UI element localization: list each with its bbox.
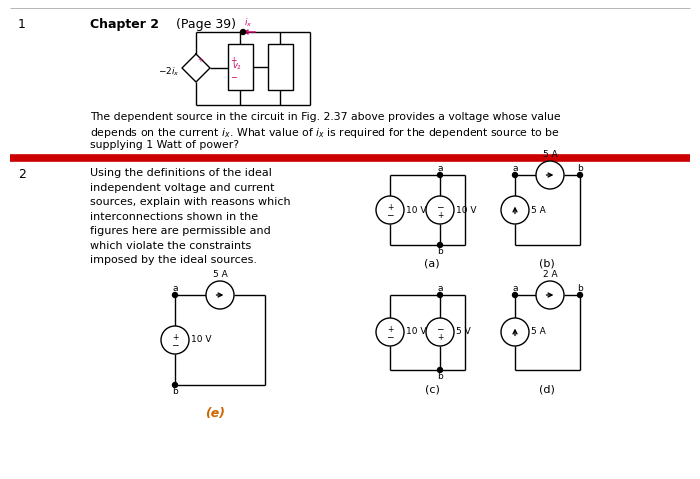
Text: a: a	[512, 164, 518, 173]
Text: $-2i_x$: $-2i_x$	[158, 66, 180, 78]
Text: 5 A: 5 A	[213, 270, 228, 279]
Text: b: b	[437, 247, 443, 256]
Text: imposed by the ideal sources.: imposed by the ideal sources.	[90, 255, 257, 265]
Text: figures here are permissible and: figures here are permissible and	[90, 226, 271, 236]
Text: 10 V: 10 V	[406, 328, 426, 337]
Text: b: b	[577, 284, 583, 293]
Text: (a): (a)	[424, 259, 440, 269]
Text: 2: 2	[18, 168, 26, 181]
Circle shape	[578, 293, 582, 297]
Text: independent voltage and current: independent voltage and current	[90, 182, 274, 193]
Text: −: −	[386, 210, 393, 219]
Text: 5 V: 5 V	[456, 328, 470, 337]
Text: (c): (c)	[425, 384, 440, 394]
Text: The dependent source in the circuit in Fig. 2.37 above provides a voltage whose : The dependent source in the circuit in F…	[90, 112, 561, 122]
Text: a: a	[438, 164, 442, 173]
Circle shape	[206, 281, 234, 309]
Text: +: +	[387, 203, 393, 212]
Circle shape	[501, 196, 529, 224]
Circle shape	[426, 196, 454, 224]
Text: b: b	[437, 372, 443, 381]
Circle shape	[512, 293, 517, 297]
Circle shape	[376, 318, 404, 346]
Circle shape	[578, 172, 582, 178]
Text: $i_x$: $i_x$	[244, 16, 252, 29]
Text: +: +	[197, 57, 203, 63]
Text: +: +	[437, 332, 443, 342]
Text: Chapter 2: Chapter 2	[90, 18, 159, 31]
Text: (d): (d)	[539, 384, 555, 394]
Text: which violate the constraints: which violate the constraints	[90, 240, 251, 251]
Text: 10 V: 10 V	[406, 205, 426, 215]
Text: a: a	[512, 284, 518, 293]
Text: −: −	[436, 324, 444, 333]
Text: 2 A: 2 A	[542, 270, 557, 279]
Circle shape	[438, 293, 442, 297]
Text: (e): (e)	[205, 407, 225, 420]
Circle shape	[512, 172, 517, 178]
Text: interconnections shown in the: interconnections shown in the	[90, 212, 258, 221]
Circle shape	[161, 326, 189, 354]
Circle shape	[536, 281, 564, 309]
Text: a: a	[172, 284, 178, 293]
Text: +: +	[230, 56, 237, 65]
Text: a: a	[438, 284, 442, 293]
Text: supplying 1 Watt of power?: supplying 1 Watt of power?	[90, 140, 239, 150]
Text: $v_2$: $v_2$	[232, 62, 242, 72]
Circle shape	[376, 196, 404, 224]
Text: (Page 39): (Page 39)	[172, 18, 236, 31]
Bar	[228, 44, 253, 90]
Text: Using the definitions of the ideal: Using the definitions of the ideal	[90, 168, 272, 178]
Text: 1: 1	[18, 18, 26, 31]
Circle shape	[241, 30, 246, 34]
Text: b: b	[172, 387, 178, 396]
Text: (b): (b)	[539, 259, 555, 269]
Text: 5 A: 5 A	[542, 150, 557, 159]
Circle shape	[172, 383, 178, 388]
Text: −: −	[386, 332, 393, 342]
Text: +: +	[172, 332, 178, 342]
Text: depends on the current $i_x$. What value of $i_x$ is required for the dependent : depends on the current $i_x$. What value…	[90, 126, 559, 140]
Circle shape	[536, 161, 564, 189]
Text: b: b	[577, 164, 583, 173]
Circle shape	[438, 242, 442, 248]
Circle shape	[438, 172, 442, 178]
Circle shape	[501, 318, 529, 346]
Circle shape	[172, 293, 178, 297]
Text: +: +	[437, 210, 443, 219]
Text: 10 V: 10 V	[456, 205, 477, 215]
Text: +: +	[387, 324, 393, 333]
Text: −: −	[436, 203, 444, 212]
Circle shape	[438, 367, 442, 373]
Text: 10 V: 10 V	[191, 335, 211, 344]
Text: sources, explain with reasons which: sources, explain with reasons which	[90, 197, 290, 207]
Text: −: −	[172, 341, 178, 350]
Bar	[268, 44, 293, 90]
Circle shape	[426, 318, 454, 346]
Text: 5 A: 5 A	[531, 205, 546, 215]
Text: −: −	[230, 73, 237, 82]
Text: 5 A: 5 A	[531, 328, 546, 337]
